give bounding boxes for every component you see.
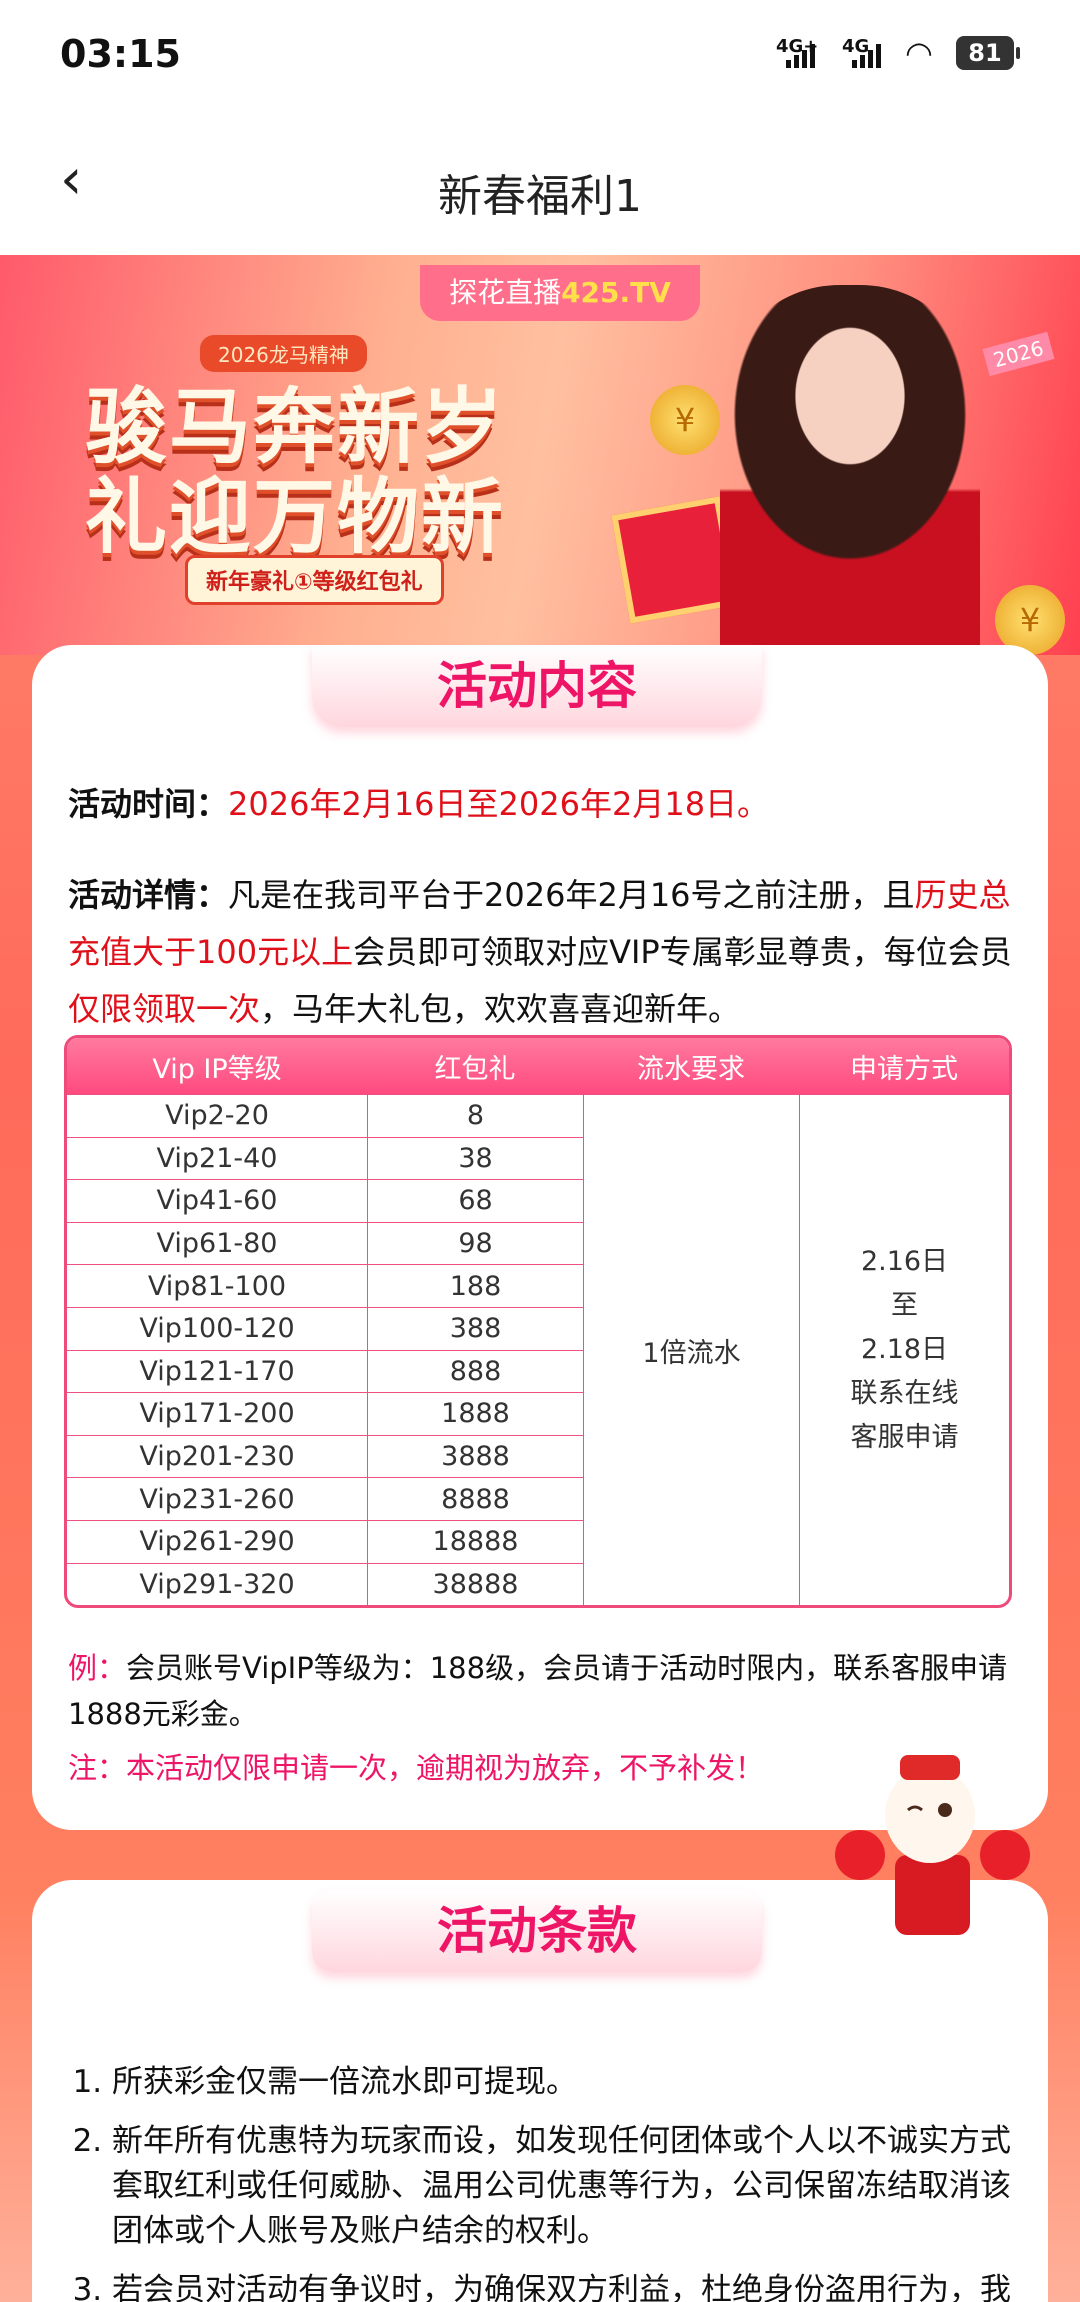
table-row: Vip2-20 8 1倍流水 2.16日至 2.18日联系在线客服申请 — [67, 1094, 1009, 1606]
table-row: Vip61-80 98 — [67, 1221, 1009, 1265]
page-content[interactable]: 探花直播425.TV 2026龙马精神 骏马奔新岁 礼迎万物新 新年豪礼①等级红… — [0, 255, 1080, 2302]
brand-label: 探花直播425.TV — [420, 265, 700, 321]
app-header: ‹ 新春福利1 — [0, 110, 1080, 255]
table-row: Vip171-200 1888 — [67, 1392, 1009, 1435]
clock: 03:15 — [60, 32, 181, 76]
network-type-2: 4G — [842, 36, 870, 57]
wifi-icon: ◠ — [905, 34, 933, 72]
turnover-cell: 1倍流水 — [583, 1094, 799, 1606]
table-row: Vip41-60 68 — [67, 1179, 1009, 1222]
vip-level-cell: Vip201-230 — [67, 1434, 367, 1478]
reward-cell: 8888 — [367, 1477, 583, 1520]
col-header: 申请方式 — [799, 1038, 1009, 1094]
table-row: Vip121-170 888 — [67, 1349, 1009, 1393]
reward-cell: 388 — [367, 1306, 583, 1350]
activity-content-card: 活动内容 活动时间：2026年2月16日至2026年2月18日。 活动详情：凡是… — [32, 645, 1048, 1830]
reward-table: Vip IP等级 红包礼 流水要求 申请方式 Vip2-20 8 1倍流水 2.16日… — [64, 1035, 1012, 1609]
vip-level-cell: Vip81-100 — [67, 1264, 367, 1307]
apply-line: 客服申请 — [850, 1422, 959, 1454]
table-row: Vip21-40 38 — [67, 1136, 1009, 1180]
table-row: Vip261-290 18888 — [67, 1519, 1009, 1563]
activity-time: 活动时间：2026年2月16日至2026年2月18日。 — [68, 785, 770, 823]
year-badge: 2026 — [982, 331, 1055, 377]
activity-details: 活动详情：凡是在我司平台于2026年2月16号之前注册，且历史总充值大于100元… — [68, 876, 1012, 1028]
banner-slogan-2: 礼迎万物新 — [85, 470, 506, 565]
banner-ribbon: 新年豪礼①等级红包礼 — [185, 555, 444, 605]
reward-cell: 1888 — [367, 1392, 583, 1435]
reward-cell: 3888 — [367, 1434, 583, 1478]
table-row: Vip100-120 388 — [67, 1306, 1009, 1350]
col-header: 流水要求 — [583, 1038, 799, 1094]
network-type-1: 4G+ — [776, 36, 819, 57]
vip-level-cell: Vip171-200 — [67, 1392, 367, 1435]
vip-level-cell: Vip121-170 — [67, 1349, 367, 1393]
apply-line: 2.16日 — [860, 1246, 949, 1278]
model-image — [720, 285, 980, 655]
section-heading: 活动内容 — [312, 645, 762, 727]
terms-item: 所获彩金仅需一倍流水即可提现。 — [112, 2060, 1018, 2105]
apply-line: 至 — [891, 1290, 918, 1322]
table-row: Vip231-260 8888 — [67, 1477, 1009, 1520]
battery-icon: 81 — [956, 36, 1020, 70]
terms-item: 新年所有优惠特为玩家而设，如发现任何团体或个人以不诚实方式套取红利或任何威胁、温… — [112, 2119, 1018, 2254]
coin-icon: ¥ — [995, 585, 1065, 655]
vip-level-cell: Vip261-290 — [67, 1519, 367, 1563]
vip-level-cell: Vip61-80 — [67, 1221, 367, 1265]
vip-level-cell: Vip231-260 — [67, 1477, 367, 1520]
table-row: Vip201-230 3888 — [67, 1434, 1009, 1478]
status-bar: 03:15 4G+ 4G ◠ 81 — [0, 0, 1080, 110]
vip-level-cell: Vip2-20 — [67, 1094, 367, 1137]
vip-level-cell: Vip291-320 — [67, 1562, 367, 1606]
vip-level-cell: Vip21-40 — [67, 1136, 367, 1180]
table-row: Vip291-320 38888 — [67, 1562, 1009, 1606]
table-row: Vip81-100 188 — [67, 1264, 1009, 1307]
banner-tag: 2026龙马精神 — [200, 335, 367, 372]
col-header: 红包礼 — [367, 1038, 583, 1094]
vip-level-cell: Vip41-60 — [67, 1179, 367, 1222]
coin-icon: ¥ — [650, 385, 720, 455]
apply-line: 联系在线 — [850, 1378, 959, 1410]
example-text: 例：会员账号VipIP等级为：188级，会员请于活动时限内，联系客服申请1888… — [68, 1651, 1008, 1731]
terms-item: 若会员对活动有争议时，为确保双方利益，杜绝身份盗用行为，我司有权要求会员向我们提… — [112, 2268, 1018, 2302]
col-header: Vip IP等级 — [67, 1038, 367, 1094]
note-text: 注：本活动仅限申请一次，逾期视为放弃，不予补发！ — [68, 1751, 765, 1785]
reward-cell: 98 — [367, 1221, 583, 1265]
section-heading: 活动条款 — [312, 1890, 762, 1972]
reward-cell: 38 — [367, 1136, 583, 1180]
signal-icon — [786, 44, 815, 68]
apply-line: 2.18日 — [860, 1334, 949, 1366]
reward-cell: 68 — [367, 1179, 583, 1222]
back-button[interactable]: ‹ — [60, 147, 83, 212]
apply-method-cell: 2.16日至 2.18日联系在线客服申请 — [799, 1094, 1009, 1606]
banner-slogan-1: 骏马奔新岁 — [85, 380, 506, 475]
page-title: 新春福利1 — [438, 171, 642, 222]
reward-cell: 888 — [367, 1349, 583, 1393]
reward-cell: 188 — [367, 1264, 583, 1307]
promo-banner: 探花直播425.TV 2026龙马精神 骏马奔新岁 礼迎万物新 新年豪礼①等级红… — [0, 255, 1080, 655]
reward-cell: 38888 — [367, 1562, 583, 1606]
terms-list: 所获彩金仅需一倍流水即可提现。 新年所有优惠特为玩家而设，如发现任何团体或个人以… — [68, 2060, 1018, 2302]
terms-card: 活动条款 所获彩金仅需一倍流水即可提现。 新年所有优惠特为玩家而设，如发现任何团… — [32, 1880, 1048, 2302]
horse-mascot-image — [835, 1755, 1030, 1935]
reward-cell: 18888 — [367, 1519, 583, 1563]
vip-level-cell: Vip100-120 — [67, 1306, 367, 1350]
signal-icon — [852, 44, 881, 68]
reward-cell: 8 — [367, 1094, 583, 1137]
